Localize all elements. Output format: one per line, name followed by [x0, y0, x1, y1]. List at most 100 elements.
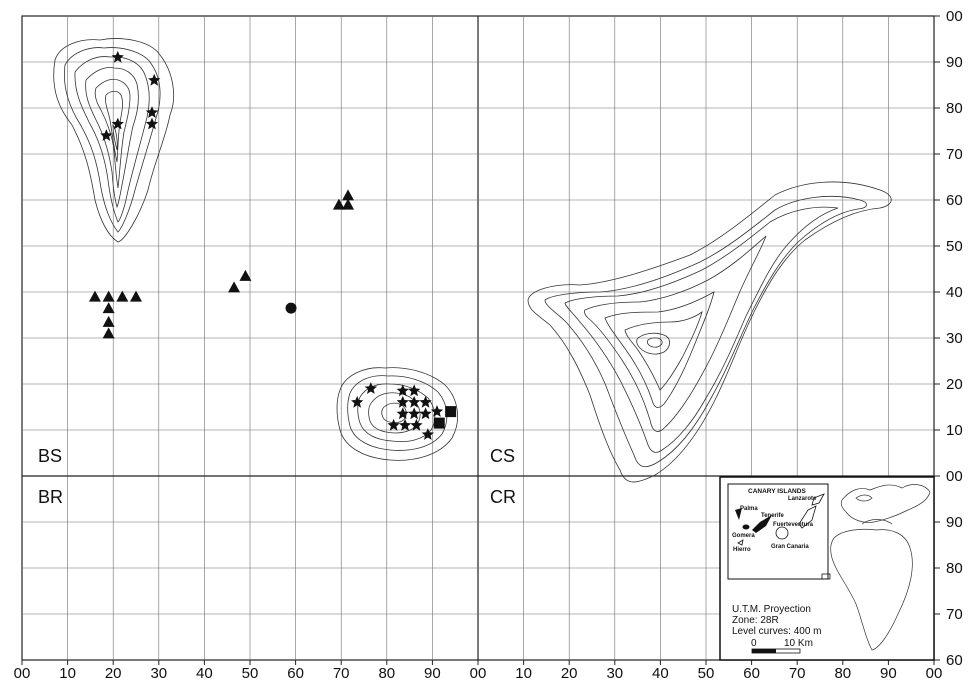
star-site-icon	[148, 73, 161, 86]
inset-title: CANARY ISLANDS	[748, 488, 806, 495]
star-site-icon	[430, 405, 444, 417]
level-curves-text: Level curves: 400 m	[732, 626, 822, 637]
label-gran-canaria: Gran Canaria	[771, 544, 809, 550]
scale-zero-label: 0	[751, 638, 757, 649]
star-site-icon	[364, 382, 377, 394]
x-tick-label: 30	[606, 665, 623, 681]
x-tick-label: 70	[789, 665, 806, 681]
star-site-icon	[145, 117, 159, 130]
star-site-icon	[396, 384, 409, 397]
x-tick-label: 30	[150, 665, 167, 681]
triangle-site-icon	[102, 315, 115, 327]
triangle-site-icon	[102, 290, 115, 302]
y-tick-label: 90	[946, 54, 963, 71]
x-tick-label: 90	[424, 665, 441, 681]
star-site-icon	[408, 395, 421, 408]
star-site-icon	[398, 418, 412, 431]
projection-label: U.T.M. Proyection	[732, 604, 811, 615]
y-axis-ticks: 00 90 80 70 60 50 40 30 20 10 00 90 80 70 60	[934, 8, 963, 669]
label-hierro: Hierro	[733, 547, 751, 553]
x-tick-label: 20	[105, 665, 122, 681]
y-tick-label: 10	[946, 422, 963, 439]
x-tick-label: 00	[926, 665, 943, 681]
site-markers	[88, 50, 457, 440]
star-site-icon	[387, 418, 400, 431]
star-site-icon	[419, 395, 432, 408]
scale-end-label: 10 Km	[784, 638, 813, 649]
mini-gran-canaria-icon	[775, 526, 789, 540]
y-tick-label: 00	[946, 8, 963, 25]
canary-locator-box	[821, 573, 831, 580]
x-tick-label: 40	[652, 665, 669, 681]
triangle-site-icon	[342, 189, 355, 201]
star-site-icon	[111, 117, 124, 130]
star-site-icon	[421, 428, 434, 440]
star-site-icon	[408, 384, 421, 397]
zone-label-br: BR	[38, 487, 63, 507]
x-tick-label: 60	[287, 665, 304, 681]
x-tick-label: 00	[470, 665, 487, 681]
zone-label-bs: BS	[38, 446, 62, 466]
mini-palma-icon	[735, 508, 742, 520]
y-tick-label: 60	[946, 192, 963, 209]
x-tick-label: 40	[196, 665, 213, 681]
circle-site-icon	[285, 302, 297, 314]
la-palma-island	[53, 38, 175, 243]
y-tick-label: 80	[946, 100, 963, 117]
star-site-icon	[100, 129, 113, 141]
y-tick-label: 90	[946, 514, 963, 531]
label-tenerife: Tenerife	[761, 513, 785, 519]
mini-tenerife-icon	[752, 515, 772, 533]
triangle-site-icon	[342, 198, 355, 210]
y-tick-label: 30	[946, 330, 963, 347]
x-tick-label: 10	[59, 665, 76, 681]
inset-map: CANARY ISLANDS Lanzarote Palma Tenerife …	[719, 476, 935, 661]
star-site-icon	[351, 395, 364, 408]
y-tick-label: 40	[946, 284, 963, 301]
mini-lanzarote-icon	[811, 493, 825, 506]
y-tick-label: 60	[946, 652, 963, 669]
star-site-icon	[396, 407, 409, 420]
y-tick-label: 70	[946, 146, 963, 163]
square-site-icon	[445, 406, 457, 418]
label-palma: Palma	[740, 506, 758, 512]
triangle-site-icon	[102, 327, 115, 339]
label-gomera: Gomera	[732, 533, 755, 539]
zone-label-cr: CR	[490, 487, 516, 507]
x-tick-label: 50	[698, 665, 715, 681]
x-tick-label: 20	[561, 665, 578, 681]
triangle-site-icon	[88, 290, 101, 302]
canary-islands-box	[727, 483, 829, 580]
tenerife-island	[527, 181, 892, 483]
zone-text: Zone: 28R	[732, 615, 779, 626]
triangle-site-icon	[102, 302, 115, 314]
x-tick-label: 60	[743, 665, 760, 681]
mini-gomera-icon	[742, 524, 750, 530]
y-tick-label: 80	[946, 560, 963, 577]
star-site-icon	[396, 395, 409, 408]
x-tick-label: 10	[515, 665, 532, 681]
label-lanzarote: Lanzarote	[788, 496, 817, 502]
star-site-icon	[410, 418, 423, 431]
x-tick-label: 70	[333, 665, 350, 681]
triangle-site-icon	[116, 290, 129, 302]
zone-label-cs: CS	[490, 446, 515, 466]
x-tick-label: 00	[14, 665, 31, 681]
triangle-site-icon	[332, 198, 345, 210]
y-tick-label: 20	[946, 376, 963, 393]
triangle-site-icon	[130, 290, 142, 302]
mini-fuerteventura-icon	[798, 505, 817, 529]
square-site-icon	[433, 417, 445, 429]
mini-hierro-icon	[737, 539, 744, 546]
y-tick-label: 00	[946, 468, 963, 485]
star-site-icon	[408, 407, 421, 420]
x-tick-label: 50	[242, 665, 259, 681]
x-axis-ticks: 00 10 20 30 40 50 60 70 80 90 00 10 20 30 40 50 60 70 80 90…	[14, 660, 943, 681]
utm-grid	[22, 16, 934, 660]
star-site-icon	[145, 106, 159, 118]
scale-bar-fill	[752, 649, 776, 653]
x-tick-label: 90	[880, 665, 897, 681]
label-fuerteventura: Fuerteventura	[773, 522, 814, 528]
star-site-icon	[419, 407, 432, 420]
y-tick-label: 70	[946, 606, 963, 623]
